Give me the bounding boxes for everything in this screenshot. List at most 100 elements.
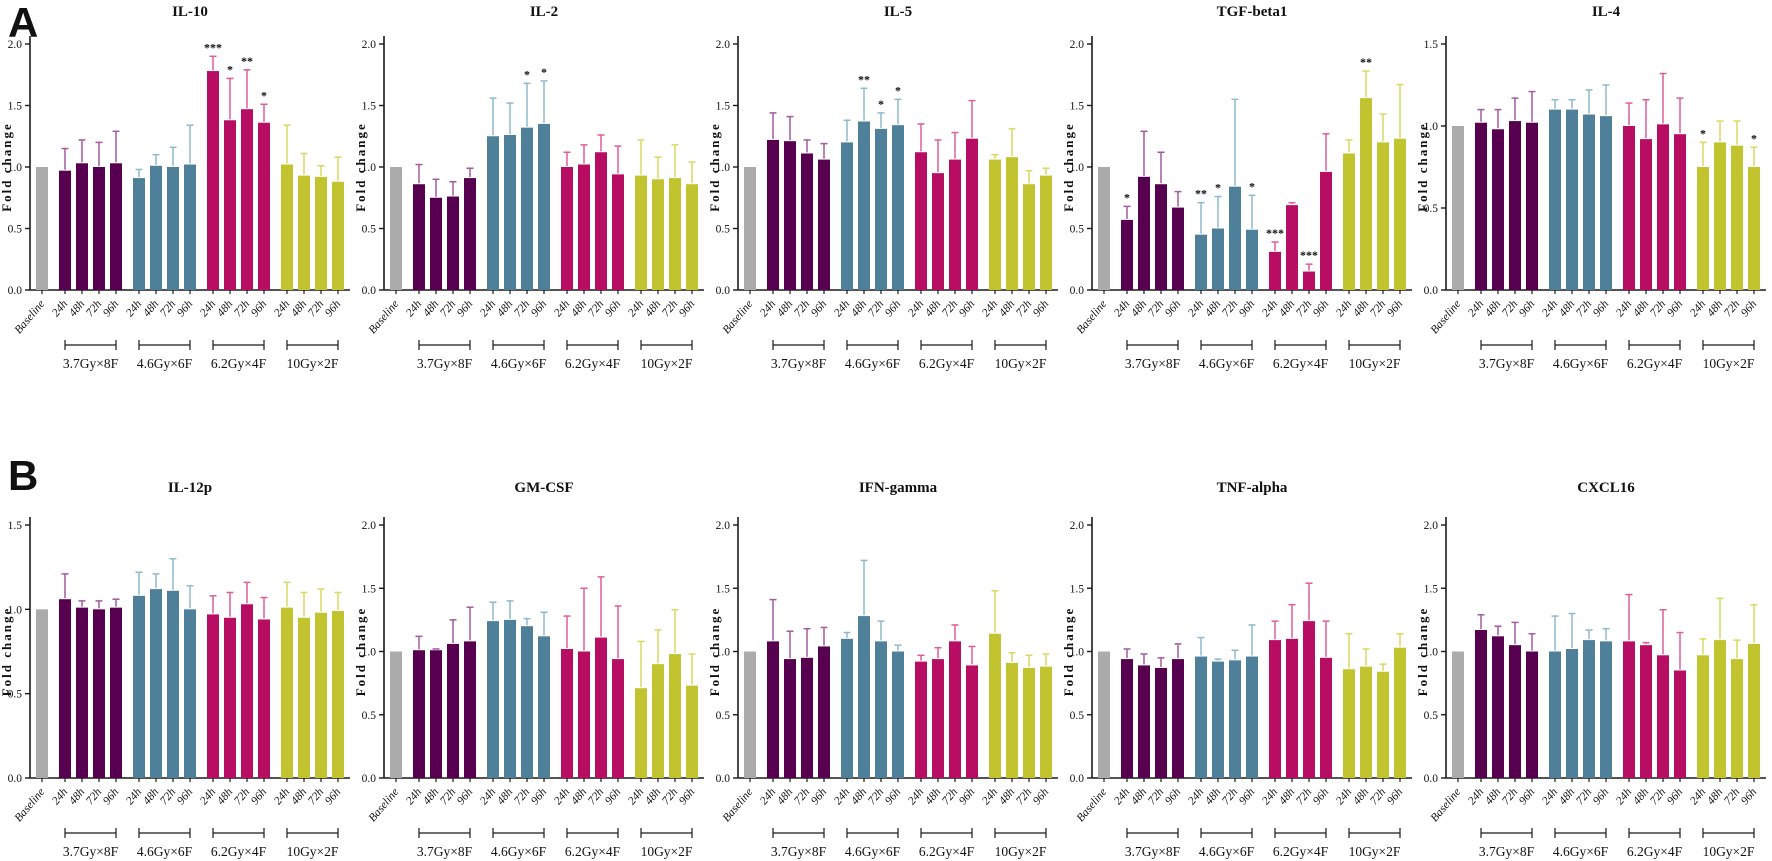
- group-label: 6.2Gy×4F: [565, 356, 621, 371]
- x-tick-label: 72h: [660, 298, 680, 319]
- x-tick-label: 24h: [980, 786, 1000, 807]
- bar: [669, 654, 681, 778]
- x-tick-label: 96h: [529, 786, 549, 807]
- y-tick-label: 1.5: [716, 101, 731, 113]
- x-tick-label: 96h: [323, 298, 343, 319]
- x-tick-label: 96h: [1237, 298, 1257, 319]
- bar: [1172, 207, 1184, 290]
- x-tick-label: 48h: [421, 786, 441, 807]
- panel-a-label: A: [8, 0, 39, 46]
- y-tick-label: 1.5: [1424, 583, 1439, 595]
- x-tick-label: 24h: [1334, 786, 1354, 807]
- y-axis-title: Fold change: [0, 607, 14, 697]
- x-tick-label: 96h: [101, 298, 121, 319]
- bar: [578, 164, 590, 290]
- y-tick-label: 1.0: [362, 162, 377, 174]
- bar: [612, 174, 624, 290]
- significance-marker: *: [524, 67, 530, 81]
- bar: [612, 659, 624, 778]
- x-tick-label: 24h: [478, 786, 498, 807]
- bar: [1040, 175, 1052, 290]
- bar: [430, 197, 442, 290]
- bar: [686, 184, 698, 290]
- bar: [1509, 121, 1521, 290]
- group-label: 6.2Gy×4F: [211, 356, 267, 371]
- x-tick-label: 96h: [883, 298, 903, 319]
- x-tick-label: 48h: [1277, 298, 1297, 319]
- y-tick-label: 0.5: [1424, 203, 1439, 215]
- y-tick-label: 1.0: [716, 647, 731, 659]
- bar: [1657, 655, 1669, 778]
- bar: [1286, 638, 1298, 778]
- x-tick-label: 24h: [1186, 298, 1206, 319]
- significance-marker: ***: [1300, 248, 1318, 262]
- x-tick-label: Baseline: [1429, 786, 1464, 824]
- significance-marker: *: [1751, 131, 1757, 145]
- group-label: 6.2Gy×4F: [919, 356, 975, 371]
- group-label: 4.6Gy×6F: [137, 356, 193, 371]
- bar: [1657, 124, 1669, 290]
- significance-marker: ***: [1266, 226, 1284, 240]
- significance-marker: *: [541, 65, 547, 79]
- group-label: 4.6Gy×6F: [845, 356, 901, 371]
- x-tick-label: 24h: [552, 298, 572, 319]
- significance-marker: **: [241, 54, 253, 68]
- group-label: 4.6Gy×6F: [1553, 356, 1609, 371]
- x-tick-label: 48h: [215, 298, 235, 319]
- y-tick-label: 0.5: [1070, 224, 1085, 236]
- x-tick-label: Baseline: [13, 786, 48, 824]
- x-tick-label: 96h: [677, 786, 697, 807]
- bar: [315, 176, 327, 290]
- y-tick-label: 0.0: [8, 285, 23, 297]
- bar: [390, 167, 402, 290]
- bar: [635, 688, 647, 778]
- bar: [133, 595, 145, 778]
- x-tick-label: 72h: [84, 786, 104, 807]
- x-tick-label: 24h: [1260, 298, 1280, 319]
- bar: [1377, 671, 1389, 778]
- x-tick-label: 48h: [67, 298, 87, 319]
- bar: [932, 659, 944, 778]
- bar: [1138, 665, 1150, 778]
- bar: [1566, 648, 1578, 778]
- y-tick-label: 1.0: [8, 162, 23, 174]
- x-tick-label: 96h: [809, 298, 829, 319]
- x-tick-label: 48h: [1483, 786, 1503, 807]
- y-tick-label: 1.0: [8, 604, 23, 616]
- x-tick-label: 24h: [404, 786, 424, 807]
- x-tick-label: 72h: [158, 786, 178, 807]
- x-tick-label: 96h: [883, 786, 903, 807]
- y-tick-label: 1.5: [1070, 101, 1085, 113]
- bar: [1731, 145, 1743, 290]
- bar: [818, 646, 830, 778]
- bar: [1303, 271, 1315, 290]
- x-tick-label: 24h: [906, 298, 926, 319]
- bar: [241, 109, 253, 290]
- x-tick-label: 96h: [1163, 298, 1183, 319]
- bar: [989, 159, 1001, 290]
- bar: [1172, 659, 1184, 778]
- bar: [1246, 656, 1258, 778]
- bar: [561, 648, 573, 778]
- bar: [989, 633, 1001, 778]
- x-tick-label: Baseline: [367, 298, 402, 336]
- chart-title: IL-12p: [168, 480, 212, 496]
- x-tick-label: 72h: [1500, 298, 1520, 319]
- bar: [858, 121, 870, 291]
- group-label: 6.2Gy×4F: [1273, 356, 1329, 371]
- x-tick-label: 24h: [272, 298, 292, 319]
- y-tick-label: 1.0: [1424, 121, 1439, 133]
- x-tick-label: 48h: [849, 298, 869, 319]
- x-tick-label: 24h: [1540, 298, 1560, 319]
- x-tick-label: 72h: [1648, 786, 1668, 807]
- bar: [1623, 641, 1635, 778]
- group-label: 10Gy×2F: [1349, 356, 1401, 371]
- bar: [1195, 656, 1207, 778]
- significance-marker: **: [1360, 55, 1372, 69]
- significance-marker: **: [858, 72, 870, 86]
- bar: [767, 641, 779, 778]
- y-tick-label: 0.0: [716, 773, 731, 785]
- x-tick-label: 72h: [940, 298, 960, 319]
- bar: [487, 621, 499, 778]
